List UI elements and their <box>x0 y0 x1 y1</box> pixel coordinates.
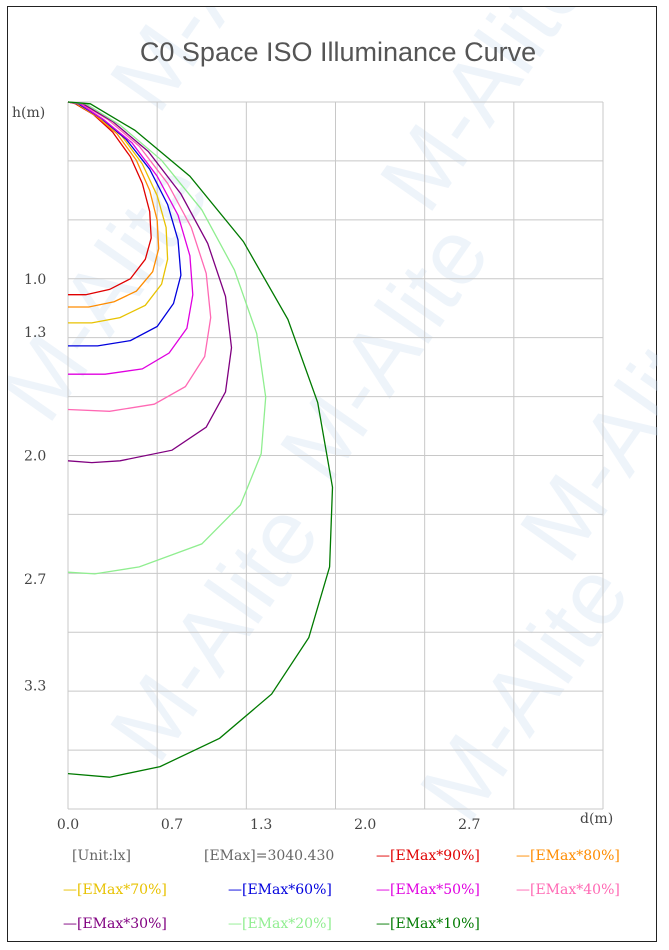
iso-curve <box>67 101 212 412</box>
iso-curve <box>67 101 334 778</box>
y-tick-label: 3.3 <box>24 678 46 694</box>
chart-frame: M-Alite M-Alite M-Alite M-Alite M-Alite M-Ali… <box>7 6 658 942</box>
curves <box>67 101 334 778</box>
legend-entry: —[EMax*20%] <box>228 916 332 932</box>
legend-entry: —[EMax*90%] <box>376 848 480 864</box>
chart-title: C0 Space ISO Illuminance Curve <box>140 37 536 67</box>
legend: [Unit:lx] [EMax]=3040.430 —[EMax*90%] —[E… <box>63 848 620 932</box>
legend-entry: —[EMax*70%] <box>63 882 167 898</box>
watermark-text: M-Alite <box>401 545 649 838</box>
axes: h(m) d(m) 0.0 0.7 1.3 2.0 2.7 1.0 1.3 2.0 2.7 3.3 <box>12 105 613 833</box>
y-tick-label: 1.0 <box>24 272 46 288</box>
watermark-text: M-Alite <box>261 205 509 498</box>
x-tick-label: 2.7 <box>458 817 480 833</box>
iso-curve <box>67 101 233 464</box>
unit-label: [Unit:lx] <box>72 848 131 864</box>
y-axis-label: h(m) <box>12 105 45 121</box>
legend-entry: —[EMax*50%] <box>376 882 480 898</box>
emax-label: [EMax]=3040.430 <box>204 848 334 864</box>
x-tick-label: 2.0 <box>354 817 376 833</box>
legend-entry: —[EMax*60%] <box>228 882 332 898</box>
y-tick-label: 2.7 <box>24 572 46 588</box>
legend-entry: —[EMax*10%] <box>376 916 480 932</box>
iso-curve <box>67 101 267 575</box>
y-tick-label: 1.3 <box>24 325 46 341</box>
x-tick-label: 1.3 <box>250 817 272 833</box>
iso-curve <box>67 101 194 375</box>
x-axis-label: d(m) <box>580 811 613 827</box>
y-tick-label: 2.0 <box>24 449 46 465</box>
iso-curve <box>67 101 160 308</box>
legend-entry: —[EMax*40%] <box>516 882 620 898</box>
watermark-text: M-Alite <box>501 285 658 578</box>
legend-entry: —[EMax*80%] <box>516 848 620 864</box>
grid <box>67 101 604 810</box>
legend-entry: —[EMax*30%] <box>63 916 167 932</box>
x-tick-label: 0.0 <box>57 817 79 833</box>
watermark-text: M-Alite <box>8 145 229 438</box>
watermark-text: M-Alite <box>91 7 339 128</box>
x-tick-label: 0.7 <box>161 817 183 833</box>
